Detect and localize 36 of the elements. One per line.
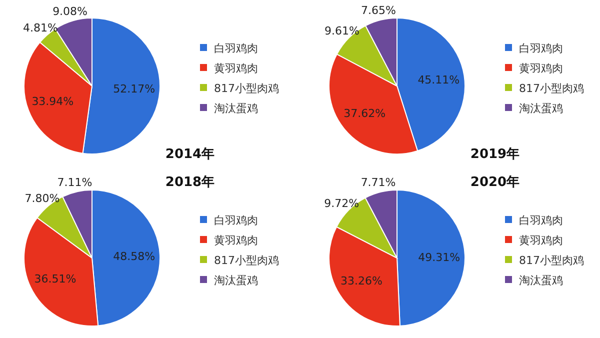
data-label: 7.11% xyxy=(57,176,92,189)
legend-label: 淘汰蛋鸡 xyxy=(519,274,563,287)
text: 2014年 xyxy=(165,147,215,162)
legend-label: 白羽鸡肉 xyxy=(519,42,563,55)
data-label: 9.72% xyxy=(324,196,360,210)
data-label: 52.17% xyxy=(113,82,156,96)
data-label: 36.51% xyxy=(34,272,76,286)
data-label: 33.94% xyxy=(32,95,74,108)
data-label: 37.62% xyxy=(344,106,386,120)
legend-label: 黄羽鸡肉 xyxy=(519,62,563,75)
data-label: 7.80% xyxy=(24,192,60,205)
data-label: 9.08% xyxy=(52,5,88,18)
data-label: 4.81% xyxy=(22,21,58,34)
data-label: 9.61% xyxy=(324,24,360,38)
data-label: 45.11% xyxy=(418,73,460,86)
chart-title: 2018年 xyxy=(165,175,215,190)
chart-title: 2020年 xyxy=(470,175,520,190)
legend-label: 淘汰蛋鸡 xyxy=(519,102,563,115)
legend-label: 黄羽鸡肉 xyxy=(519,234,563,247)
data-label: 48.58% xyxy=(113,250,156,263)
text: 2019年 xyxy=(470,147,520,162)
legend-label: 黄羽鸡肉 xyxy=(214,234,258,247)
legend-label: 817小型肉鸡 xyxy=(214,82,279,95)
data-label: 7.71% xyxy=(360,176,396,190)
data-label: 49.31% xyxy=(418,250,460,264)
legend-label: 白羽鸡肉 xyxy=(519,214,563,227)
legend-label: 817小型肉鸡 xyxy=(214,254,279,267)
legend-label: 817小型肉鸡 xyxy=(519,82,584,95)
legend-label: 白羽鸡肉 xyxy=(214,214,258,227)
legend-label: 817小型肉鸡 xyxy=(519,254,584,267)
data-label: 33.26% xyxy=(340,274,382,288)
legend-label: 淘汰蛋鸡 xyxy=(214,274,258,287)
legend-label: 黄羽鸡肉 xyxy=(214,62,258,75)
data-label: 7.65% xyxy=(360,4,396,18)
legend-label: 淘汰蛋鸡 xyxy=(214,102,258,115)
legend-label: 白羽鸡肉 xyxy=(214,42,258,55)
